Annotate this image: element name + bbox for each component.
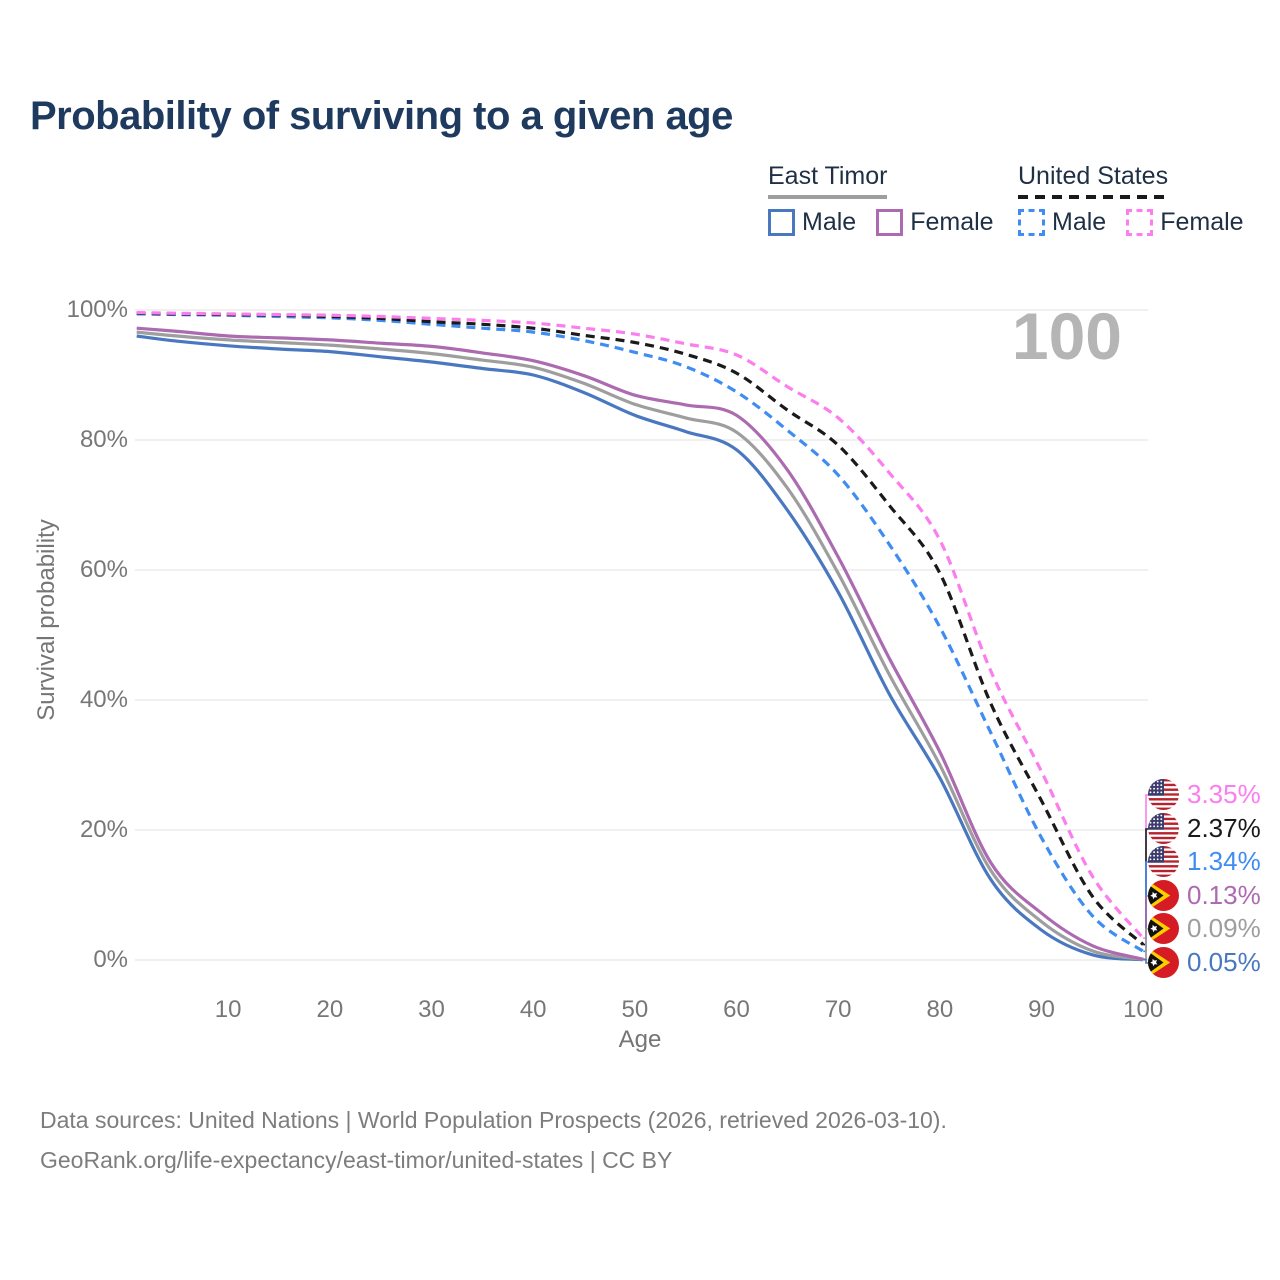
united-states-flag-icon: [1148, 813, 1179, 844]
y-tick-label: 80%: [79, 426, 128, 453]
end-label-value: 0.13%: [1187, 880, 1261, 910]
y-tick-label: 100%: [66, 296, 128, 323]
legend-item-united-states-male[interactable]: Male: [1018, 208, 1106, 237]
end-label-east-timor-male: 0.05%: [1148, 947, 1261, 978]
y-tick-label: 40%: [79, 686, 128, 713]
data-sources-text: Data sources: United Nations | World Pop…: [40, 1107, 947, 1133]
end-label-east-timor-female: 0.13%: [1148, 880, 1261, 911]
legend-item-east-timor-male[interactable]: Male: [768, 208, 856, 237]
east-timor-line-sample: [768, 195, 888, 199]
series-united-states-both: [136, 311, 1145, 946]
united-states-male-swatch: [1018, 209, 1045, 236]
end-label-value: 1.34%: [1187, 846, 1261, 876]
end-label-united-states-male: 1.34%: [1148, 846, 1261, 877]
end-label-united-states-both: 2.37%: [1148, 813, 1261, 844]
united-states-line-sample: [1018, 195, 1169, 199]
series-united-states-male: [136, 312, 1145, 953]
attribution-text: GeoRank.org/life-expectancy/east-timor/u…: [40, 1147, 673, 1173]
legend-country-label: United States: [1018, 162, 1169, 190]
x-tick-label: 40: [519, 996, 547, 1023]
legend-item-label: Female: [1160, 208, 1244, 236]
east-timor-male-swatch: [768, 209, 795, 236]
series-united-states-female: [136, 311, 1145, 940]
end-label-value: 2.37%: [1187, 813, 1261, 843]
x-tick-label: 70: [824, 996, 852, 1023]
legend-country-east-timor[interactable]: East Timor: [768, 162, 888, 199]
y-tick-label: 60%: [79, 556, 128, 583]
x-tick-label: 10: [214, 996, 242, 1023]
x-axis-title: Age: [618, 1026, 662, 1053]
east-timor-flag-icon: [1148, 880, 1179, 911]
united-states-flag-icon: [1148, 846, 1179, 877]
east-timor-flag-icon: [1148, 947, 1179, 978]
east-timor-female-swatch: [876, 209, 904, 236]
end-label-value: 3.35%: [1187, 779, 1261, 809]
legend-item-label: Male: [1052, 208, 1107, 236]
x-tick-label: 80: [926, 996, 954, 1023]
legend-item-east-timor-female[interactable]: Female: [876, 208, 994, 237]
end-label-value: 0.05%: [1187, 947, 1261, 977]
x-tick-label: 100: [1123, 996, 1164, 1023]
hover-age-watermark: 100: [1011, 299, 1122, 373]
x-tick-label: 90: [1028, 996, 1055, 1023]
legend-country-label: East Timor: [768, 162, 888, 190]
x-tick-label: 30: [418, 996, 445, 1023]
united-states-flag-icon: [1148, 779, 1179, 810]
legend-group-united-states: United States Male Female: [1018, 162, 1244, 237]
end-label-united-states-female: 3.35%: [1148, 779, 1261, 810]
chart-title: Probability of surviving to a given age: [30, 94, 733, 138]
y-tick-label: 0%: [93, 946, 128, 973]
end-label-east-timor-both: 0.09%: [1148, 913, 1261, 944]
east-timor-flag-icon: [1148, 913, 1179, 944]
series-east-timor-both: [136, 330, 1144, 961]
x-tick-label: 50: [621, 996, 649, 1023]
y-tick-label: 20%: [79, 816, 128, 843]
x-tick-label: 60: [723, 996, 750, 1023]
series-east-timor-female: [136, 326, 1144, 961]
end-label-value: 0.09%: [1187, 913, 1261, 943]
legend-item-label: Female: [910, 208, 994, 236]
series-east-timor-male: [136, 334, 1144, 962]
legend-group-east-timor: East Timor Male Female: [768, 162, 994, 237]
legend-country-united-states[interactable]: United States: [1018, 162, 1169, 199]
legend-item-united-states-female[interactable]: Female: [1126, 208, 1244, 237]
x-tick-label: 20: [316, 996, 344, 1023]
legend-item-label: Male: [802, 208, 857, 236]
united-states-female-swatch: [1126, 209, 1154, 236]
